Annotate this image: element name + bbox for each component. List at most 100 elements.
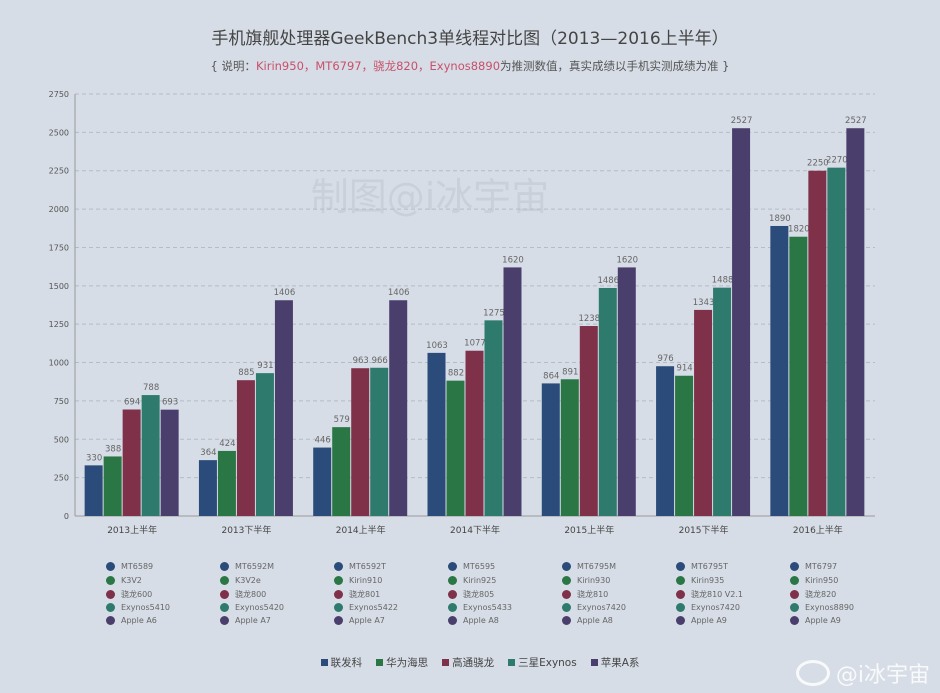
legend-chip: Kirin910: [334, 575, 383, 585]
y-tick-label: 500: [54, 435, 69, 444]
bar: [198, 460, 217, 516]
data-label: 2527: [845, 116, 867, 126]
legend-chip-label: 骁龙800: [235, 590, 267, 599]
legend-chip: Exynos5410: [106, 602, 171, 612]
legend-chip: 骁龙805: [448, 589, 494, 600]
weibo-watermark: @i冰宇宙: [795, 657, 930, 689]
bar: [484, 320, 503, 516]
legend-chip: Exynos5422: [334, 602, 399, 612]
bar: [808, 170, 827, 516]
subtitle-suffix: 为推测数值，真实成绩以手机实测成绩为准 }: [500, 59, 730, 73]
legend-chip: Apple A9: [676, 616, 727, 625]
legend-chip: Exynos5433: [448, 602, 513, 612]
legend-dot-icon: [106, 616, 115, 625]
legend-chip: Apple A7: [220, 616, 271, 625]
legend-dot-icon: [448, 590, 457, 599]
bar: [732, 128, 751, 516]
legend-swatch-icon: [376, 659, 384, 666]
data-label: 882: [448, 369, 464, 379]
bar: [541, 383, 560, 516]
legend-chip-label: K3V2e: [235, 575, 261, 585]
legend-chip-label: 骁龙820: [805, 590, 837, 599]
bar: [560, 379, 579, 516]
legend-label: 华为海思: [386, 657, 429, 669]
bar: [351, 368, 370, 516]
legend-label: 高通骁龙: [452, 657, 495, 669]
data-label: 579: [334, 415, 350, 425]
y-tick-label: 1500: [49, 282, 69, 291]
legend-chip-label: Exynos5410: [121, 602, 171, 612]
legend-chip-label: Exynos5422: [349, 602, 399, 612]
legend-chip: Exynos7420: [562, 602, 626, 612]
y-tick-label: 1000: [49, 359, 69, 368]
legend-chip: Apple A8: [562, 616, 613, 625]
bar: [141, 395, 160, 516]
data-label: 1275: [483, 308, 505, 318]
data-label: 885: [238, 368, 254, 378]
data-label: 788: [143, 383, 159, 393]
legend-chip: Apple A7: [334, 616, 385, 625]
watermark: 制图@i冰宇宙: [311, 175, 550, 219]
legend-dot-icon: [448, 562, 457, 571]
legend-chip-label: Kirin950: [805, 575, 839, 585]
data-label: 2250: [807, 159, 829, 169]
legend-chip-label: 骁龙805: [463, 590, 495, 599]
legend-dot-icon: [676, 575, 685, 585]
legend-dot-icon: [562, 590, 571, 599]
data-label: 1890: [769, 214, 791, 224]
data-label: 694: [124, 398, 140, 408]
data-label: 693: [162, 398, 178, 408]
data-label: 364: [200, 448, 216, 458]
bar: [236, 380, 255, 516]
legend-dot-icon: [790, 590, 799, 599]
legend-chip-label: Apple A9: [691, 616, 727, 625]
bar: [160, 409, 179, 516]
data-label: 1620: [502, 255, 524, 265]
y-tick-label: 2750: [49, 90, 69, 99]
data-label: 388: [105, 444, 121, 454]
legend-dot-icon: [220, 590, 229, 599]
legend-item: 苹果A系: [590, 655, 640, 670]
legend-chip-label: Exynos5420: [235, 602, 285, 612]
legend-chip-label: Exynos7420: [691, 602, 741, 612]
data-label: 976: [657, 354, 673, 364]
legend-dot-icon: [790, 562, 799, 571]
bar: [103, 456, 122, 516]
legend-item: 华为海思: [376, 655, 428, 670]
data-label: 2270: [826, 156, 848, 166]
y-tick-label: 750: [54, 397, 69, 406]
x-tick-label: 2015上半年: [564, 524, 614, 536]
legend-dot-icon: [448, 616, 457, 625]
series-legend: 联发科 华为海思 高通骁龙 三星Exynos 苹果A系: [0, 655, 940, 670]
legend-chip-label: Apple A9: [805, 616, 841, 625]
data-label: 1238: [578, 314, 600, 324]
legend-chip: Kirin950: [790, 575, 839, 585]
bar: [313, 447, 332, 516]
legend-chip: 骁龙600: [106, 589, 152, 600]
legend-dot-icon: [334, 602, 343, 612]
legend-item: 联发科: [320, 655, 363, 670]
y-tick-label: 0: [64, 512, 69, 521]
bar: [122, 409, 141, 516]
data-label: 1077: [464, 339, 486, 349]
bar: [598, 287, 617, 516]
data-label: 864: [543, 371, 559, 381]
legend-label: 联发科: [330, 657, 363, 669]
legend-chip-label: Kirin930: [577, 575, 611, 585]
legend-dot-icon: [334, 562, 343, 571]
data-label: 1406: [274, 288, 296, 298]
bar: [675, 375, 694, 516]
legend-dot-icon: [220, 575, 229, 585]
legend-dot-icon: [790, 575, 799, 585]
legend-chip-label: Apple A7: [235, 616, 271, 625]
legend-chip-label: 骁龙600: [121, 590, 153, 599]
legend-chip-label: Apple A8: [577, 616, 613, 625]
bar: [503, 267, 522, 516]
legend-label: 苹果A系: [600, 657, 640, 669]
legend-chip: Exynos8890: [790, 602, 854, 612]
legend-chip-label: MT6797: [805, 562, 838, 571]
bar: [274, 300, 293, 516]
legend-chip-label: Kirin910: [349, 575, 383, 585]
weibo-logo-icon: [795, 660, 830, 686]
legend-chip-label: Exynos5433: [463, 602, 513, 612]
